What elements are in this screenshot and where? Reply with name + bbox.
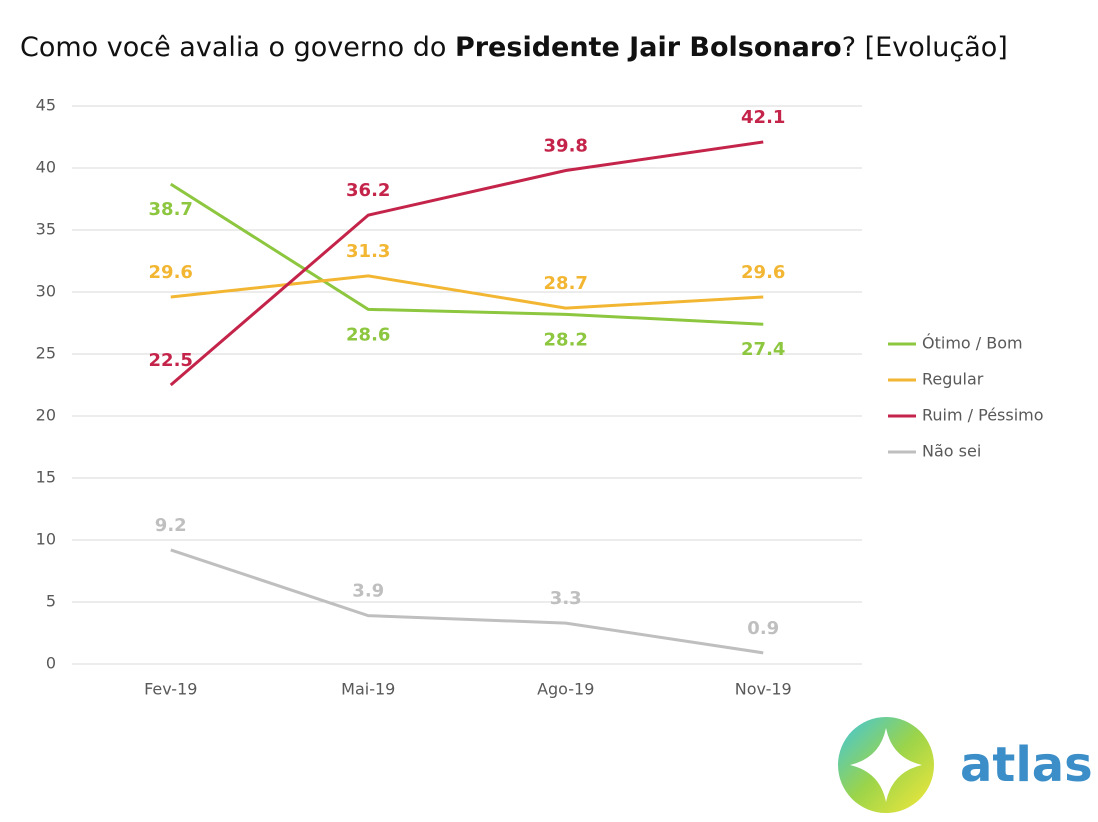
- data-label: 42.1: [741, 107, 785, 128]
- x-tick-label: Nov-19: [735, 680, 792, 699]
- data-label: 38.7: [149, 199, 193, 220]
- data-label: 27.4: [741, 339, 785, 360]
- chart-title: Como você avalia o governo do Presidente…: [20, 32, 1008, 63]
- legend-label: Não sei: [922, 442, 981, 461]
- y-tick-label: 0: [46, 654, 56, 673]
- title-part: Como você avalia o governo do: [20, 32, 455, 63]
- logo-text: atlas: [960, 737, 1093, 793]
- data-label: 28.7: [544, 273, 588, 294]
- series-line: [170, 274, 764, 310]
- data-label: 3.9: [352, 581, 384, 602]
- y-tick-label: 20: [36, 406, 56, 425]
- data-label: 29.6: [149, 262, 193, 283]
- data-label: 39.8: [544, 135, 588, 156]
- data-label: 29.6: [741, 262, 785, 283]
- legend-label: Ruim / Péssimo: [922, 406, 1044, 425]
- data-label: 28.2: [544, 329, 588, 350]
- y-tick-label: 10: [36, 530, 56, 549]
- data-label: 28.6: [346, 324, 390, 345]
- data-label: 36.2: [346, 180, 390, 201]
- data-label: 9.2: [155, 515, 187, 536]
- logo-star: [850, 728, 922, 802]
- data-label: 22.5: [149, 350, 193, 371]
- y-tick-label: 25: [36, 344, 56, 363]
- y-tick-label: 45: [36, 96, 56, 115]
- y-tick-label: 40: [36, 158, 56, 177]
- y-tick-label: 15: [36, 468, 56, 487]
- y-tick-label: 35: [36, 220, 56, 239]
- logo: atlas: [838, 717, 1093, 813]
- title-part: Presidente Jair Bolsonaro: [455, 32, 842, 63]
- series-line: [169, 140, 764, 387]
- x-tick-label: Fev-19: [144, 680, 197, 699]
- data-label: 3.3: [550, 588, 582, 609]
- y-tick-label: 30: [36, 282, 56, 301]
- data-label: 0.9: [747, 618, 779, 639]
- series-line: [170, 548, 764, 655]
- legend-label: Ótimo / Bom: [922, 334, 1023, 353]
- series-line: [169, 182, 764, 326]
- data-label: 31.3: [346, 241, 390, 262]
- x-tick-label: Ago-19: [537, 680, 594, 699]
- title-part: ? [Evolução]: [842, 32, 1008, 63]
- y-tick-label: 5: [46, 592, 56, 611]
- legend-label: Regular: [922, 370, 984, 389]
- x-tick-label: Mai-19: [341, 680, 395, 699]
